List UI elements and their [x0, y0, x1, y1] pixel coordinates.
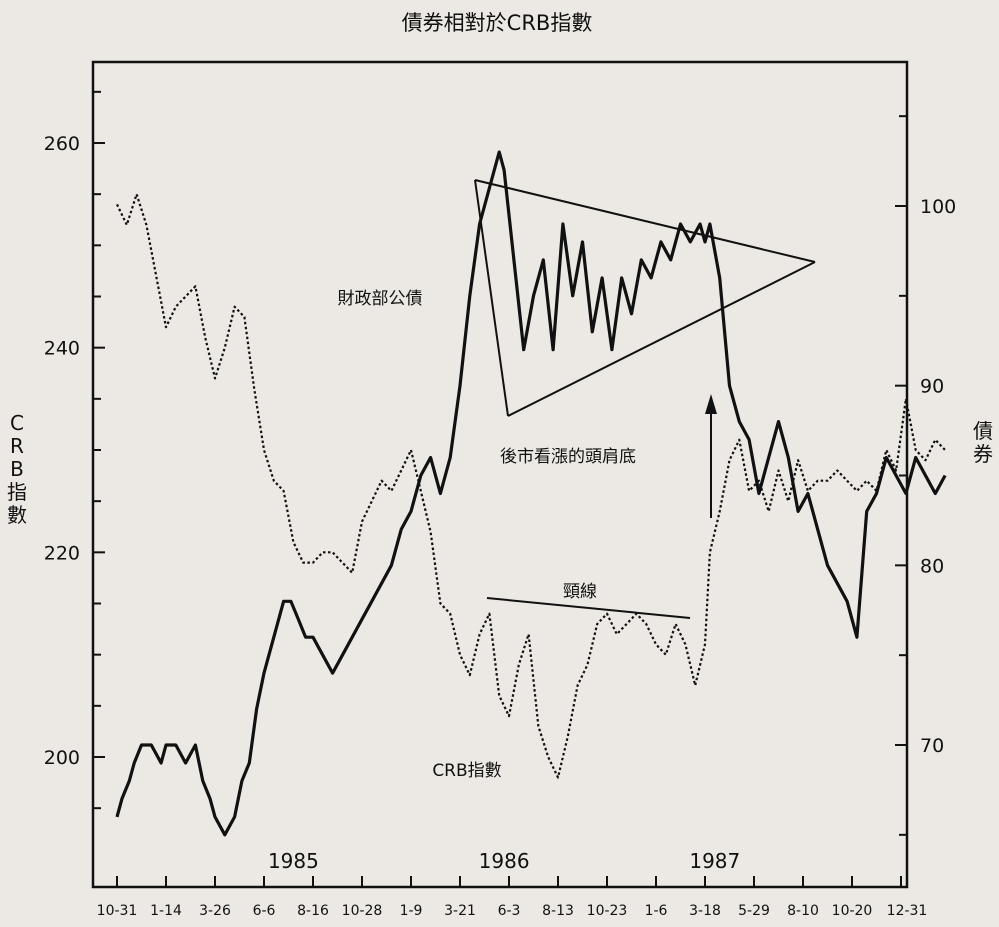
right-axis-label-char: 券: [973, 442, 993, 466]
left-tick-label: 200: [44, 747, 80, 769]
left-tick-label: 260: [44, 133, 80, 155]
crb-annotation: CRB指數: [432, 761, 501, 781]
triangle-upper-line: [474, 179, 816, 263]
breakout-arrow: [705, 394, 717, 518]
left-axis-label-char: 指: [7, 480, 27, 504]
right-axis: 70 80 90 100: [895, 115, 956, 836]
right-axis-label-char: 債: [973, 419, 993, 443]
year-label: 1987: [689, 849, 740, 873]
series-bonds-line: [115, 150, 947, 837]
series-crb-line: [116, 193, 946, 779]
triangle-pattern: [474, 179, 816, 417]
triangle-lower-line: [507, 261, 816, 417]
neckline: [486, 597, 691, 619]
x-tick-label: 10-20: [832, 903, 873, 919]
bonds-annotation: 財政部公債: [338, 289, 423, 309]
x-tick-label: 3-26: [199, 903, 231, 919]
x-tick-label: 12-31: [887, 903, 928, 919]
left-axis-label-char: B: [10, 457, 24, 481]
x-tick-label: 8-16: [297, 903, 329, 919]
left-axis-label-char: 數: [7, 503, 27, 527]
x-tick-label: 8-10: [787, 903, 819, 919]
pattern-annotation: 後市看漲的頭肩底: [500, 447, 636, 467]
x-tick-label: 10-28: [342, 903, 383, 919]
left-axis: 200 220 240 260: [44, 90, 105, 810]
x-tick-label: 10-23: [587, 903, 628, 919]
x-tick-label: 6-3: [498, 903, 521, 919]
x-tick-label: 6-6: [253, 903, 276, 919]
year-label: 1985: [268, 849, 319, 873]
right-tick-label: 80: [920, 555, 944, 577]
x-tick-label: 8-13: [542, 903, 574, 919]
right-axis-label: 債券: [970, 420, 996, 466]
left-tick-label: 240: [44, 338, 80, 360]
x-tick-label: 10-31: [97, 903, 138, 919]
year-label: 1986: [479, 849, 530, 873]
x-tick-label: 1-9: [400, 903, 423, 919]
left-tick-label: 220: [44, 542, 80, 564]
triangle-left-line: [474, 179, 509, 417]
right-tick-label: 70: [920, 735, 944, 757]
right-tick-label: 100: [920, 196, 956, 218]
chart-title: 債券相對於CRB指數: [402, 11, 593, 35]
x-tick-label: 5-29: [738, 903, 770, 919]
x-axis: 10-31 1-14 3-26 6-6 8-16 10-28 1-9 3-21 6-3 8-13 1…: [97, 876, 928, 919]
year-labels: 1985 1986 1987: [268, 849, 740, 873]
left-axis-label-char: C: [10, 411, 24, 435]
right-tick-label: 90: [920, 376, 944, 398]
x-tick-label: 3-18: [689, 903, 721, 919]
x-tick-label: 3-21: [444, 903, 476, 919]
left-axis-label-char: R: [10, 434, 24, 458]
series-layer: [115, 150, 947, 837]
neckline-annotation: 頸線: [563, 582, 597, 602]
x-tick-label: 1-14: [150, 903, 182, 919]
x-tick-label: 1-6: [645, 903, 668, 919]
